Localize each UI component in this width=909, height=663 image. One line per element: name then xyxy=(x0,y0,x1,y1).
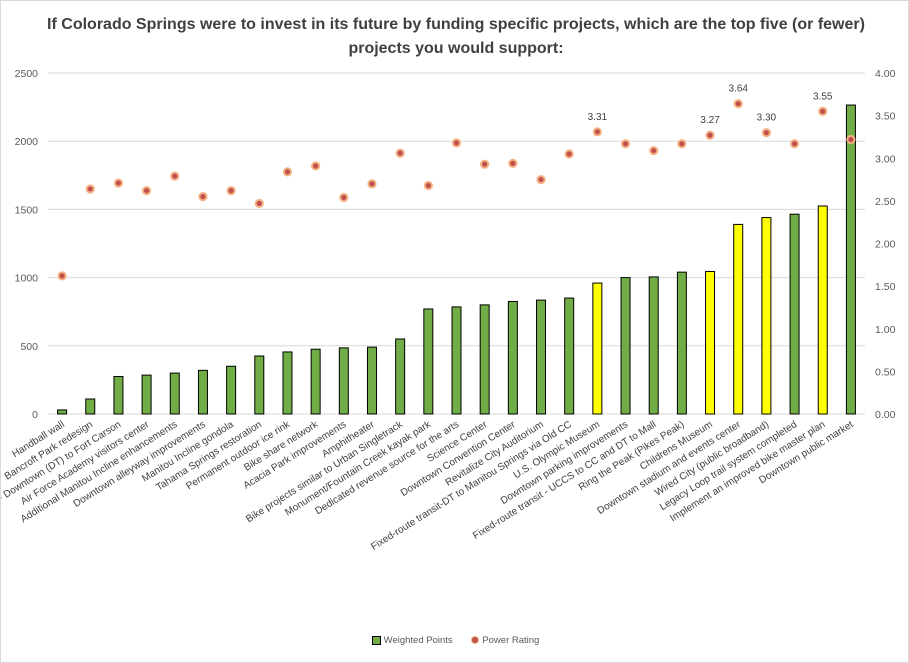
power-rating-point xyxy=(57,271,67,281)
power-rating-point xyxy=(761,128,771,138)
power-rating-point xyxy=(508,158,518,168)
power-rating-point xyxy=(85,184,95,194)
bar xyxy=(366,346,377,415)
power-rating-point xyxy=(536,174,546,185)
bar xyxy=(141,374,152,415)
y-axis-tick-label: 2500 xyxy=(15,68,39,80)
bar xyxy=(564,297,575,415)
power-rating-point xyxy=(564,149,574,159)
y2-axis-tick-label: 3.50 xyxy=(875,111,896,123)
legend-swatch-bar xyxy=(371,635,381,645)
power-rating-point xyxy=(367,179,377,189)
data-label: 3.64 xyxy=(728,84,748,95)
power-rating-point xyxy=(170,171,180,181)
y2-axis-tick-label: 2.00 xyxy=(875,239,896,251)
power-rating-point xyxy=(282,167,293,177)
bar xyxy=(85,398,96,415)
power-rating-point xyxy=(480,159,490,169)
chart-title: If Colorado Springs were to invest in it… xyxy=(47,16,865,57)
bar xyxy=(310,348,321,415)
legend-label: Weighted Points xyxy=(383,635,453,646)
bar xyxy=(197,369,208,415)
bar xyxy=(676,271,687,415)
y2-axis-tick-label: 1.50 xyxy=(875,281,896,293)
bar xyxy=(620,277,631,415)
legend-label: Power Rating xyxy=(482,635,540,646)
power-rating-point xyxy=(733,99,743,109)
power-rating-point xyxy=(846,134,856,145)
bar xyxy=(226,365,237,415)
y-axis-tick-label: 1000 xyxy=(15,273,39,285)
y2-axis-tick-label: 1.00 xyxy=(875,324,896,336)
y-axis-tick-label: 2000 xyxy=(15,136,39,148)
bar xyxy=(113,375,124,415)
bar xyxy=(479,304,490,415)
bar xyxy=(817,205,828,415)
bar xyxy=(536,299,547,415)
bar xyxy=(845,104,856,415)
legend-item-weighted-points: Weighted Points xyxy=(371,635,453,646)
power-rating-point xyxy=(451,138,462,148)
power-rating-point xyxy=(113,178,124,188)
power-rating-point xyxy=(620,139,631,149)
y2-axis-tick-label: 0.50 xyxy=(875,366,896,378)
data-label: 3.55 xyxy=(813,91,833,102)
bar xyxy=(507,300,518,415)
power-rating-point xyxy=(254,198,264,209)
bar xyxy=(338,347,349,415)
y2-axis-tick-label: 2.50 xyxy=(875,196,896,208)
bar xyxy=(423,308,434,415)
y2-axis-tick-label: 0.00 xyxy=(875,409,896,421)
legend-item-power-rating: Power Rating xyxy=(471,635,539,646)
bar xyxy=(169,372,180,415)
bar xyxy=(57,409,68,415)
y2-axis-tick-label: 4.00 xyxy=(875,68,896,80)
y-axis-tick-label: 500 xyxy=(20,341,38,353)
legend: Weighted Points Power Rating xyxy=(1,635,909,646)
y-axis-tick-label: 1500 xyxy=(15,204,39,216)
power-rating-point xyxy=(226,186,236,196)
data-label: 3.31 xyxy=(588,112,608,123)
power-rating-point xyxy=(818,106,828,116)
bar xyxy=(282,351,293,415)
bar xyxy=(395,338,406,415)
bar xyxy=(451,306,462,415)
bar xyxy=(648,276,659,415)
bar xyxy=(733,223,744,415)
power-rating-point xyxy=(339,192,349,203)
power-rating-point xyxy=(311,161,321,171)
data-label: 3.27 xyxy=(700,115,720,126)
bar xyxy=(705,270,716,415)
power-rating-point xyxy=(198,192,208,202)
power-rating-point xyxy=(705,130,715,140)
y-axis-tick-label: 0 xyxy=(32,409,38,421)
power-rating-point xyxy=(789,139,800,149)
power-rating-point xyxy=(423,180,433,191)
y2-axis-tick-label: 3.00 xyxy=(875,153,896,165)
power-rating-point xyxy=(649,145,659,156)
bar xyxy=(761,217,772,415)
legend-swatch-dot xyxy=(471,636,480,645)
bar xyxy=(789,213,800,415)
power-rating-point xyxy=(142,186,152,196)
power-rating-point xyxy=(395,148,405,158)
data-label: 3.30 xyxy=(757,113,777,124)
bar xyxy=(592,282,603,415)
power-rating-point xyxy=(592,127,602,137)
bar xyxy=(254,355,265,415)
power-rating-point xyxy=(677,139,687,149)
